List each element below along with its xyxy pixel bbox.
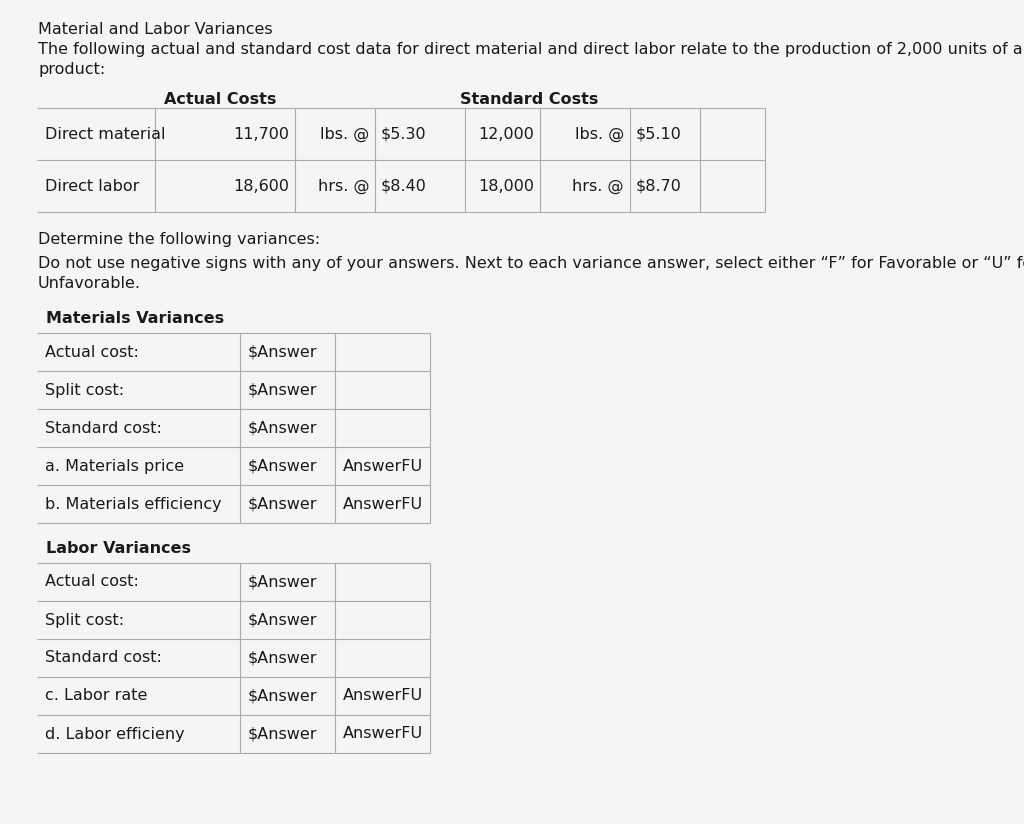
Text: product:: product: bbox=[38, 62, 105, 77]
Text: $Answer: $Answer bbox=[248, 689, 317, 704]
Text: c. Labor rate: c. Labor rate bbox=[45, 689, 147, 704]
Text: $Answer: $Answer bbox=[248, 420, 317, 436]
Text: $8.40: $8.40 bbox=[381, 179, 427, 194]
Text: $Answer: $Answer bbox=[248, 612, 317, 628]
Text: a. Materials price: a. Materials price bbox=[45, 458, 184, 474]
Text: Do not use negative signs with any of your answers. Next to each variance answer: Do not use negative signs with any of yo… bbox=[38, 256, 1024, 271]
Text: lbs. @: lbs. @ bbox=[319, 126, 369, 142]
Text: Split cost:: Split cost: bbox=[45, 612, 124, 628]
Text: $5.30: $5.30 bbox=[381, 127, 427, 142]
Text: $Answer: $Answer bbox=[248, 382, 317, 397]
Text: Actual Costs: Actual Costs bbox=[164, 92, 276, 107]
Text: b. Materials efficiency: b. Materials efficiency bbox=[45, 497, 221, 512]
Text: hrs. @: hrs. @ bbox=[317, 179, 369, 194]
Text: $Answer: $Answer bbox=[248, 497, 317, 512]
Text: lbs. @: lbs. @ bbox=[574, 126, 624, 142]
Text: $8.70: $8.70 bbox=[636, 179, 682, 194]
Text: 11,700: 11,700 bbox=[233, 127, 289, 142]
Text: AnswerFU: AnswerFU bbox=[343, 458, 423, 474]
Text: $Answer: $Answer bbox=[248, 574, 317, 589]
Text: AnswerFU: AnswerFU bbox=[343, 727, 423, 742]
Text: Unfavorable.: Unfavorable. bbox=[38, 276, 141, 291]
Text: Standard cost:: Standard cost: bbox=[45, 650, 162, 666]
Text: Material and Labor Variances: Material and Labor Variances bbox=[38, 22, 272, 37]
Text: Labor Variances: Labor Variances bbox=[46, 541, 191, 556]
Text: $Answer: $Answer bbox=[248, 344, 317, 359]
Text: AnswerFU: AnswerFU bbox=[343, 497, 423, 512]
Text: Direct labor: Direct labor bbox=[45, 179, 139, 194]
Text: 12,000: 12,000 bbox=[478, 127, 534, 142]
Text: Standard Costs: Standard Costs bbox=[460, 92, 598, 107]
Text: $Answer: $Answer bbox=[248, 458, 317, 474]
Text: 18,000: 18,000 bbox=[478, 179, 534, 194]
Text: The following actual and standard cost data for direct material and direct labor: The following actual and standard cost d… bbox=[38, 42, 1023, 57]
Text: hrs. @: hrs. @ bbox=[572, 179, 624, 194]
Text: 18,600: 18,600 bbox=[233, 179, 289, 194]
Text: $Answer: $Answer bbox=[248, 650, 317, 666]
Text: $5.10: $5.10 bbox=[636, 127, 682, 142]
Text: Split cost:: Split cost: bbox=[45, 382, 124, 397]
Text: d. Labor efficieny: d. Labor efficieny bbox=[45, 727, 184, 742]
Text: AnswerFU: AnswerFU bbox=[343, 689, 423, 704]
Text: $Answer: $Answer bbox=[248, 727, 317, 742]
Text: Determine the following variances:: Determine the following variances: bbox=[38, 232, 321, 247]
Text: Materials Variances: Materials Variances bbox=[46, 311, 224, 326]
Text: Actual cost:: Actual cost: bbox=[45, 574, 139, 589]
Text: Direct material: Direct material bbox=[45, 127, 166, 142]
Text: Actual cost:: Actual cost: bbox=[45, 344, 139, 359]
Text: Standard cost:: Standard cost: bbox=[45, 420, 162, 436]
